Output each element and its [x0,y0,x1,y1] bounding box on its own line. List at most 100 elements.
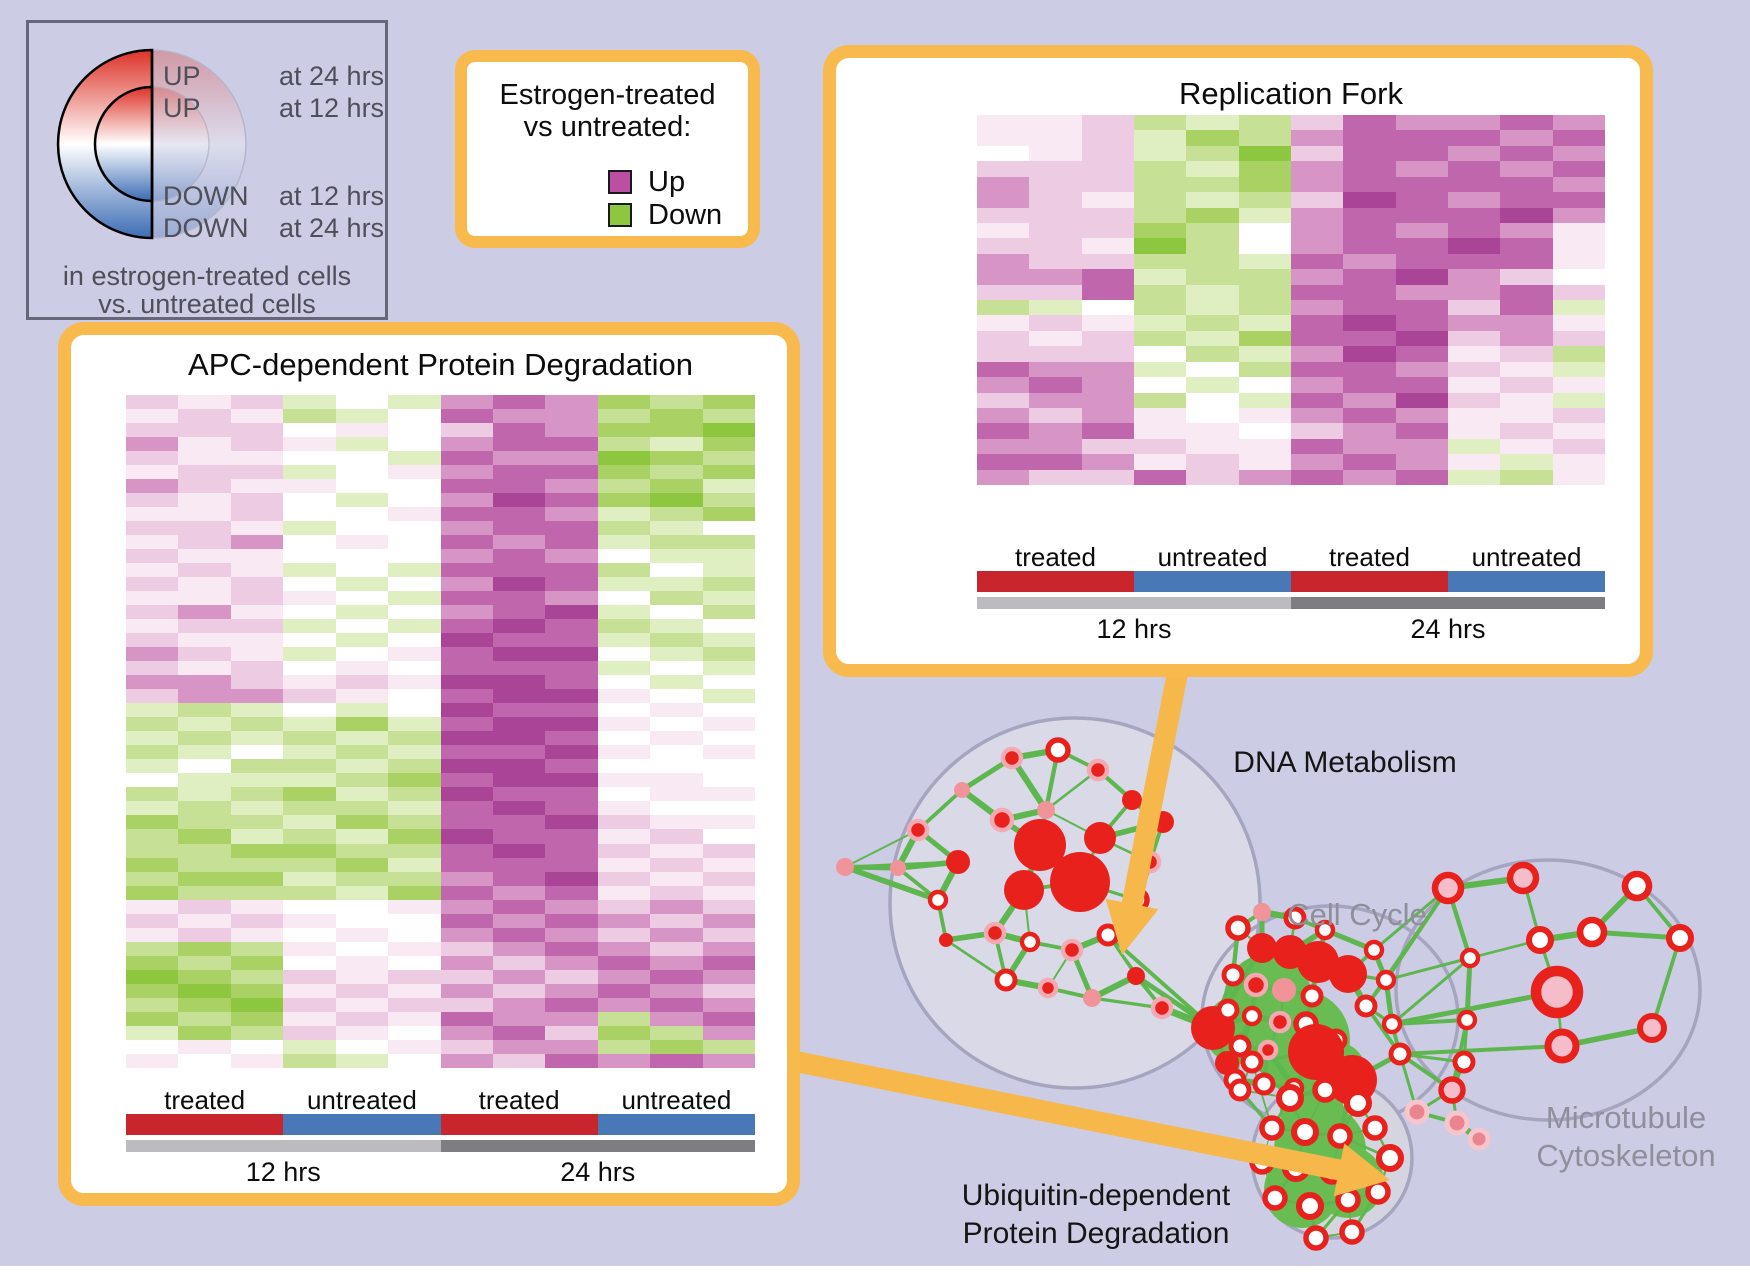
up-label: Up [648,166,686,198]
heatmap-cell [1133,438,1187,455]
heatmap-cell [1500,438,1553,455]
heatmap-cell [440,493,493,508]
heatmap-cell [126,1039,179,1054]
heatmap-cell [1500,145,1553,162]
heatmap-row [977,438,1605,455]
heatmap-cell [650,465,703,480]
heatmap-cell [1133,392,1187,409]
heatmap-cell [650,423,703,438]
heatmap-cell [283,997,336,1012]
heatmap-cell [1552,269,1605,285]
heatmap-row [126,731,756,746]
heatmap-cell [1081,469,1134,486]
heatmap-cell [1552,330,1605,347]
heatmap-cell [283,549,336,564]
heatmap-cell [492,423,546,438]
heatmap-cell [597,955,651,970]
heatmap-cell [977,115,1030,131]
heatmap-cell [492,675,546,690]
heatmap-cell [178,591,231,606]
heatmap-cell [650,787,703,802]
heatmap-cell [283,829,336,844]
heatmap-cell [1290,377,1344,393]
heatmap-cell [388,521,441,536]
heatmap-cell [702,787,756,802]
heatmap-cell [977,330,1030,347]
heatmap-cell [283,479,336,494]
heatmap-cell [178,759,231,774]
heatmap-cell [650,409,703,424]
heatmap-cell [230,647,284,662]
heatmap-cell [1186,176,1239,193]
heatmap-cell [230,493,284,508]
heatmap-cell [1290,161,1344,177]
heatmap-row [977,377,1605,393]
heatmap-cell [1290,438,1344,455]
heatmap-cell [1343,222,1396,239]
heatmap-cell [126,437,179,452]
rf-heatmap [977,115,1605,486]
heatmap-cell [178,927,231,942]
heatmap-cell [1133,253,1187,270]
heatmap-cell [126,941,179,956]
heatmap-cell [1238,300,1291,316]
heatmap-cell [388,577,441,592]
heatmap-cell [545,717,598,732]
legend-down-12-time: at 12 hrs [279,181,385,211]
heatmap-cell [388,815,441,830]
untreated-bar [283,1114,441,1135]
treated-bar [440,1114,598,1135]
heatmap-cell [230,829,284,844]
heatmap-cell [283,731,336,746]
heatmap-cell [230,605,284,620]
heatmap-cell [545,955,598,970]
heatmap-cell [178,899,231,914]
network-label-ubiquitin-dependent: Ubiquitin-dependent [962,1179,1231,1212]
heatmap-cell [1081,377,1134,393]
heatmap-cell [1029,392,1082,409]
heatmap-cell [650,857,703,872]
heatmap-cell [597,759,651,774]
heatmap-cell [545,773,598,788]
heatmap-cell [597,437,651,452]
heatmap-cell [230,759,284,774]
heatmap-cell [230,451,284,466]
network-edge [1399,1044,1563,1056]
heatmap-cell [702,1039,756,1054]
heatmap-cell [1029,346,1082,362]
heatmap-cell [492,843,546,858]
heatmap-cell [492,885,546,900]
heatmap-cell [492,689,546,704]
heatmap-cell [283,507,336,522]
heatmap-cell [1343,377,1396,393]
heatmap-cell [650,899,703,914]
heatmap-cell [335,745,389,760]
heatmap-cell [545,829,598,844]
heatmap-cell [545,871,598,886]
heatmap-cell [283,983,336,998]
heatmap-cell [1343,300,1396,316]
heatmap-cell [440,941,493,956]
heatmap-cell [1290,176,1344,193]
heatmap-cell [977,145,1030,162]
apc-group-untreated-24: untreated [621,1085,732,1115]
heatmap-cell [977,377,1030,393]
heatmap-cell [1186,222,1239,239]
heatmap-cell [1186,192,1239,208]
heatmap-cell [388,983,441,998]
heatmap-cell [283,605,336,620]
heatmap-cell [388,605,441,620]
heatmap-cell [283,437,336,452]
heatmap-row [126,563,756,578]
heatmap-cell [1500,161,1553,177]
heatmap-row [126,619,756,634]
heatmap-cell [440,885,493,900]
heatmap-cell [283,927,336,942]
heatmap-cell [178,521,231,536]
heatmap-cell [178,423,231,438]
heatmap-cell [1343,253,1396,270]
heatmap-cell [335,787,389,802]
heatmap-cell [545,857,598,872]
heatmap-cell [1029,408,1082,424]
heatmap-cell [597,493,651,508]
